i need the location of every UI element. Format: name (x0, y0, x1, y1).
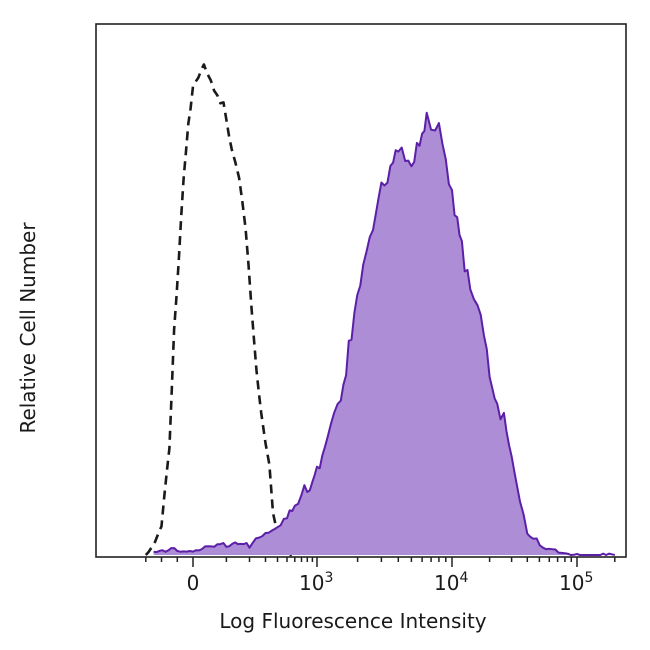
x-axis-ticks (145, 557, 616, 567)
x-axis-label: Log Fluorescence Intensity (219, 609, 486, 633)
x-tick-label: 105 (559, 570, 593, 595)
series-2-area (153, 112, 615, 556)
x-axis-tick-labels: 0 103 104 105 (187, 570, 594, 595)
y-axis-label: Relative Cell Number (16, 222, 40, 434)
x-tick-label: 104 (434, 570, 468, 595)
series-1-line (144, 63, 292, 557)
x-tick-label: 103 (299, 570, 333, 595)
series-2-line (153, 111, 616, 556)
series-layer (144, 63, 616, 557)
x-tick-label: 0 (187, 571, 200, 595)
